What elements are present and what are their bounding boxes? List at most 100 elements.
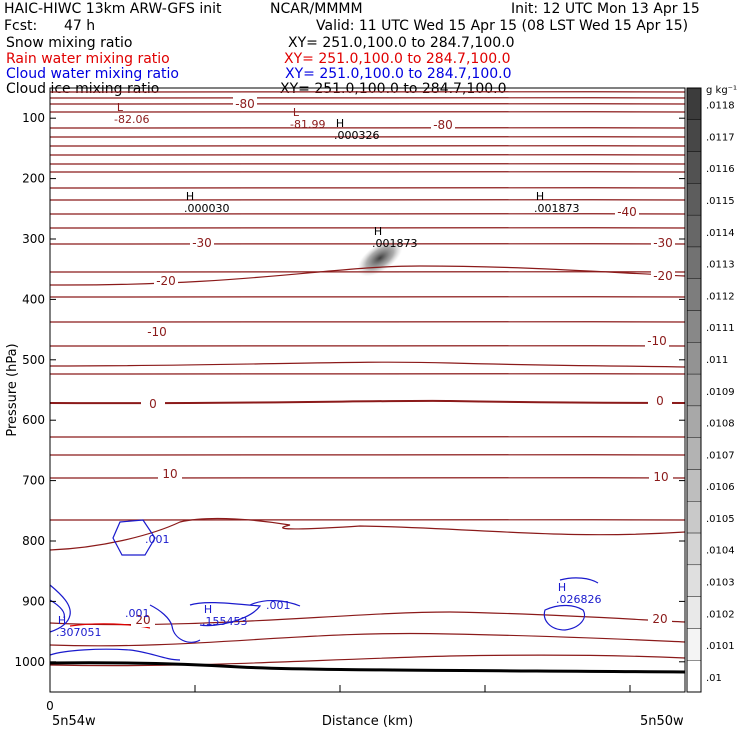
cloud-ice-shading [357, 239, 403, 277]
extremum-marker: L [293, 106, 300, 119]
temperature-contour-label: -80 [235, 97, 255, 111]
temperature-contour-label: 0 [656, 394, 664, 408]
temperature-contour-label: -80 [433, 118, 453, 132]
temperature-contour [49, 213, 686, 215]
fcst-label: Fcst: [4, 18, 38, 34]
extremum-value: .307051 [56, 626, 102, 639]
colorbar-label: .0107 [706, 450, 735, 461]
colorbar-label: .0109 [706, 387, 735, 398]
contour-label-bg [651, 236, 675, 250]
temperature-contour [49, 243, 686, 245]
cloud-water-contour [249, 600, 301, 607]
contour-label-bg [154, 274, 178, 288]
temperature-contour-label: 20 [135, 613, 150, 627]
temperature-contour [49, 154, 686, 156]
y-tick-label: 500 [22, 353, 45, 367]
cloud-water-contour [49, 648, 181, 661]
cloud-water-contour-label: .001 [266, 599, 291, 612]
colorbar-label: .0102 [706, 609, 735, 620]
contour-label-bg [648, 612, 672, 626]
cloud-water-contour [112, 519, 156, 556]
temperature-contour-label: 10 [653, 470, 668, 484]
colorbar-segment [686, 469, 702, 502]
field-xy-snow: XY= 251.0,100.0 to 284.7,100.0 [288, 35, 515, 51]
cloud-water-contour [149, 604, 201, 643]
field-xy-cloud-water: XY= 251.0,100.0 to 284.7,100.0 [285, 66, 512, 82]
field-name-cloud-water: Cloud water mixing ratio [6, 66, 179, 82]
cloud-water-contour [49, 599, 65, 619]
temperature-contour-label: -30 [653, 236, 673, 250]
colorbar-segment [686, 437, 702, 470]
colorbar-label: .0112 [706, 291, 735, 302]
extremum-marker: H [336, 117, 344, 130]
colorbar-label: .0108 [706, 419, 735, 430]
extremum-marker: H [374, 225, 382, 238]
colorbar-segment [686, 278, 702, 311]
colorbar-segment [686, 532, 702, 566]
colorbar-label: .0117 [706, 132, 735, 143]
temperature-contour-label: -30 [192, 236, 212, 250]
temperature-contour [49, 611, 686, 626]
x-axis-title: Distance (km) [322, 714, 413, 729]
temperature-contour [49, 345, 686, 347]
temperature-contour [49, 321, 686, 323]
extremum-value: .026826 [556, 593, 602, 606]
y-tick-label: 800 [22, 534, 45, 548]
cloud-water-contour-label: .001 [145, 533, 170, 546]
cloud-water-contour [543, 604, 586, 631]
temperature-contour-label: -10 [147, 325, 167, 339]
contour-label-bg [141, 397, 165, 411]
field-name-cloud-ice: Cloud ice mixing ratio [6, 81, 160, 97]
colorbar-segment [686, 214, 702, 248]
colorbar-label: .0105 [706, 514, 735, 525]
field-xy-rain: XY= 251.0,100.0 to 284.7,100.0 [284, 51, 511, 67]
colorbar-segment [686, 564, 702, 597]
temperature-contour [49, 271, 686, 273]
extremum-value: .001873 [534, 202, 580, 215]
temperature-contour [49, 187, 686, 189]
temperature-contour-label: 10 [162, 467, 177, 481]
colorbar-label: .0113 [706, 260, 735, 271]
temperature-contour [49, 361, 686, 368]
temperature-contour [49, 654, 686, 667]
temperature-contour [49, 97, 686, 99]
field-xy-cloud-ice: XY= 251.0,100.0 to 284.7,100.0 [280, 81, 507, 97]
extremum-value: .001873 [372, 237, 418, 250]
colorbar-label: .01 [706, 673, 722, 684]
contour-label-bg [615, 205, 639, 219]
y-tick-label: 100 [22, 111, 45, 125]
extremum-marker: H [58, 614, 66, 627]
extremum-value: .000030 [184, 202, 230, 215]
temperature-contour-label: 20 [652, 612, 667, 626]
contour-label-bg [651, 269, 675, 283]
temperature-contour [49, 296, 686, 298]
colorbar-label: .011 [706, 355, 728, 366]
colorbar-label: .0104 [706, 546, 735, 557]
temperature-contour-label: -20 [653, 269, 673, 283]
contour-label-bg [649, 470, 673, 484]
colorbar-segment [686, 501, 702, 534]
temperature-contour [49, 373, 686, 375]
contour-label-bg [190, 236, 214, 250]
x-tick-label: 0 [46, 699, 54, 713]
temperature-contour [49, 517, 686, 551]
temperature-contour [49, 136, 686, 138]
y-tick-label: 1000 [14, 655, 45, 669]
temperature-contour [49, 145, 686, 147]
extremum-value: .155453 [202, 615, 248, 628]
colorbar-label: .0111 [706, 323, 735, 334]
valid-time: Valid: 11 UTC Wed 15 Apr 15 (08 LST Wed … [316, 18, 689, 34]
temperature-contour [49, 632, 686, 647]
contour-label-bg [158, 467, 182, 481]
temperature-contour [49, 103, 686, 105]
plot-frame [49, 87, 686, 693]
contour-label-bg [145, 325, 169, 339]
x-endpoint-right: 5n50w [640, 714, 684, 729]
colorbar-segment [686, 119, 702, 152]
field-name-rain: Rain water mixing ratio [6, 51, 170, 67]
contour-label-bg [648, 394, 672, 408]
temperature-contour [49, 163, 686, 165]
fcst-value: 47 h [64, 18, 96, 34]
temperature-contour [49, 436, 686, 438]
x-endpoint-left: 5n54w [52, 714, 96, 729]
